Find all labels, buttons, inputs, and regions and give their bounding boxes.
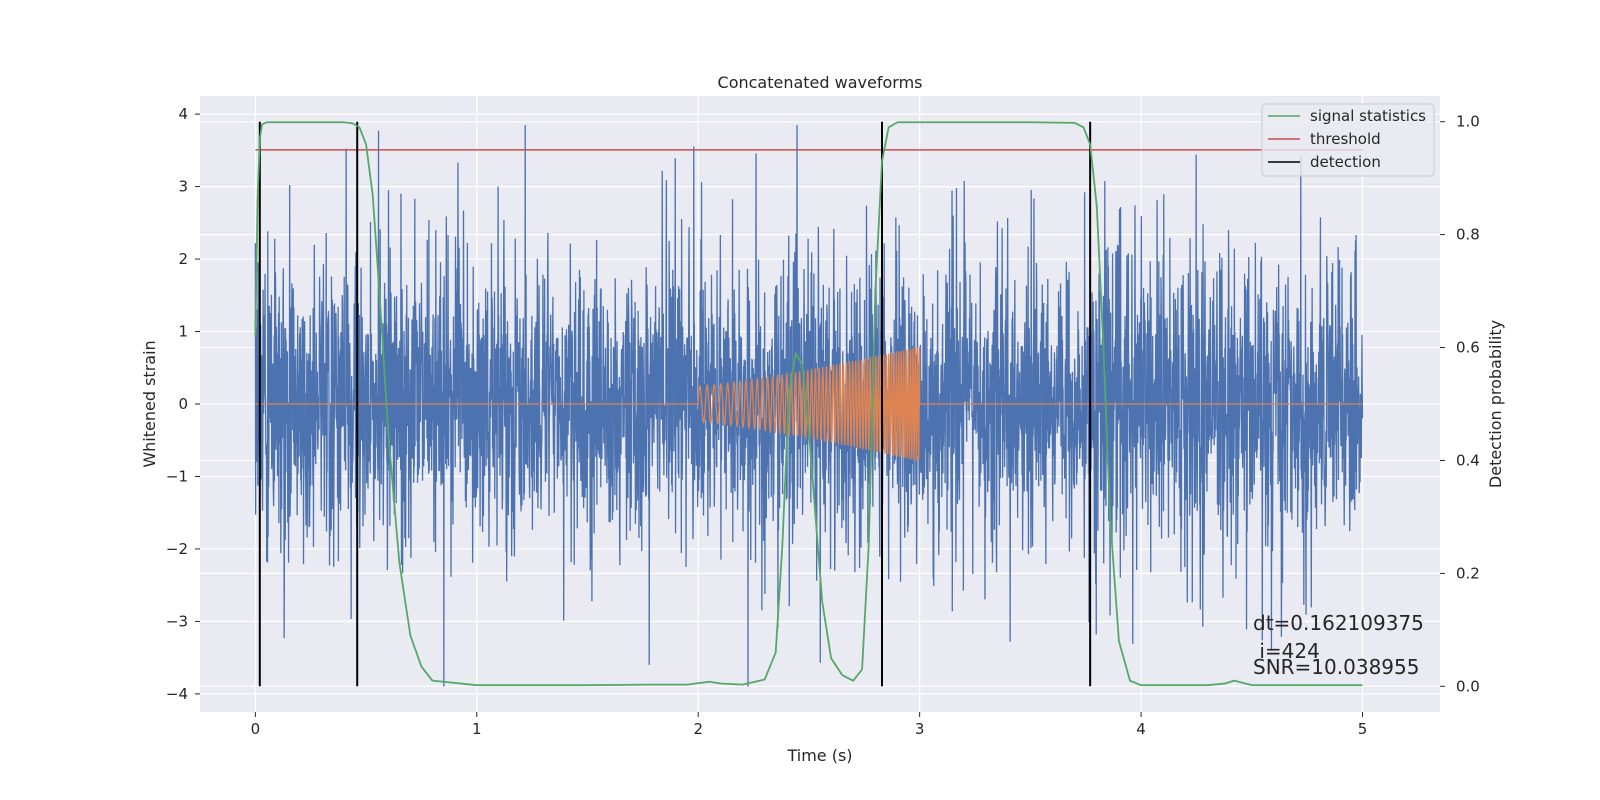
signal-statistics-series	[254, 121, 1363, 687]
y-tick-label: 1	[178, 323, 188, 341]
x-tick-label: 5	[1358, 720, 1368, 738]
y2-axis-label: Detection probability	[1486, 320, 1505, 488]
y2-tick-label: 0.4	[1456, 451, 1480, 469]
y-axis-ticks: −4 −3 −2 −1 0 1 2 3 4	[166, 105, 200, 703]
x-tick-label: 2	[693, 720, 703, 738]
y-tick-label: −2	[166, 540, 188, 558]
x-axis-label: Time (s)	[786, 746, 852, 765]
y2-tick-label: 0.8	[1456, 226, 1480, 244]
y2-tick-label: 0.2	[1456, 564, 1480, 582]
legend: signal statistics threshold detection	[1261, 103, 1435, 177]
annotation-snr: SNR=10.038955	[1253, 655, 1419, 679]
y-axis-label: Whitened strain	[140, 340, 159, 467]
y-tick-label: −3	[166, 612, 188, 630]
x-tick-label: 3	[915, 720, 925, 738]
y-tick-label: 2	[178, 250, 188, 268]
y2-tick-label: 0.0	[1456, 677, 1480, 695]
x-axis-ticks: 0 1 2 3 4 5	[251, 712, 1368, 738]
y-tick-label: −4	[166, 685, 188, 703]
y-tick-label: −1	[166, 467, 188, 485]
y2-tick-label: 0.6	[1456, 339, 1480, 357]
y2-axis-ticks: 0.0 0.2 0.4 0.6 0.8 1.0	[1440, 113, 1480, 695]
annotation-dt: dt=0.162109375	[1253, 611, 1424, 635]
x-tick-label: 4	[1136, 720, 1146, 738]
annotation-index: i=424	[1253, 639, 1320, 663]
detection-lines	[258, 121, 1092, 687]
x-tick-label: 0	[251, 720, 261, 738]
chart-title: Concatenated waveforms	[718, 73, 923, 92]
legend-label-detection: detection	[1310, 153, 1381, 171]
y-tick-label: 4	[178, 105, 188, 123]
y-tick-label: 3	[178, 178, 188, 196]
legend-label-threshold: threshold	[1310, 130, 1381, 148]
y2-tick-label: 1.0	[1456, 113, 1480, 131]
signal-statistics-line	[254, 121, 1363, 687]
x-tick-label: 1	[472, 720, 482, 738]
legend-label-signal-statistics: signal statistics	[1310, 107, 1426, 125]
y-tick-label: 0	[178, 395, 188, 413]
legend-box	[1261, 103, 1435, 177]
